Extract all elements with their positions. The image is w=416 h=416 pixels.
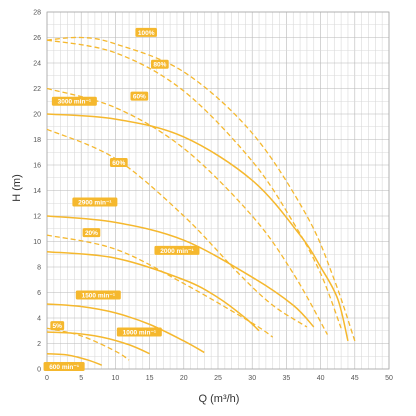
curve-label-tag: 20%	[82, 228, 101, 238]
curve-label-text: 1000 min⁻¹	[123, 329, 156, 336]
y-tick-label: 8	[37, 265, 41, 272]
y-axis-label: H (m)	[11, 174, 23, 202]
y-tick-label: 12	[33, 214, 41, 221]
curve-label-bg	[135, 27, 157, 37]
percent-curve	[46, 39, 342, 329]
y-tick-label: 0	[37, 367, 41, 374]
speed-curve	[46, 113, 349, 342]
percent-curve	[46, 87, 329, 335]
curve-label-text: 60%	[112, 160, 125, 167]
curve-label-tag: 100%	[135, 27, 157, 37]
curve-label-tag: 5%	[50, 321, 65, 331]
y-tick-label: 26	[33, 35, 41, 42]
y-tick-label: 20	[33, 112, 41, 119]
y-tick-label: 24	[33, 61, 41, 68]
curve-label-bg	[82, 228, 101, 238]
y-tick-label: 2	[37, 341, 41, 348]
speed-curve	[46, 215, 315, 328]
curve-label-tag: 60%	[130, 91, 149, 101]
x-tick-label: 45	[351, 375, 359, 382]
curve-label-bg	[43, 361, 85, 371]
y-tick-label: 22	[33, 86, 41, 93]
curve-label-bg	[151, 59, 169, 69]
speed-curve	[46, 352, 102, 366]
curve-label-tag: 1500 min⁻¹	[75, 290, 121, 300]
x-tick-label: 25	[214, 375, 222, 382]
y-tick-label: 10	[33, 239, 41, 246]
curve-label-tag: 2900 min⁻¹	[72, 197, 118, 207]
chart-grid	[46, 11, 390, 370]
curve-label-bg	[75, 290, 121, 300]
percent-curve	[46, 234, 274, 338]
plot-frame	[46, 11, 390, 370]
curve-label-tag: 2000 min⁻¹	[154, 245, 200, 255]
curve-label-tag: 3000 min⁻¹	[51, 96, 97, 106]
chart-tick-labels: 0 5 10 15 20 25 30 35 40 45 5002468101214161820222…	[33, 10, 393, 383]
curve-label-text: 5%	[53, 323, 63, 330]
curve-label-text: 600 min⁻¹	[49, 364, 79, 371]
x-tick-label: 30	[248, 375, 256, 382]
percent-curve	[46, 36, 356, 342]
curve-label-tag: 1000 min⁻¹	[116, 327, 162, 337]
y-tick-label: 28	[33, 10, 41, 17]
chart-curves	[46, 36, 356, 366]
curve-label-bg	[116, 327, 162, 337]
curve-label-bg	[51, 96, 97, 106]
curve-label-tag: 60%	[109, 157, 128, 167]
speed-curve	[46, 303, 205, 354]
curve-label-tag: 80%	[151, 59, 169, 69]
curve-label-bg	[130, 91, 149, 101]
x-tick-label: 5	[79, 375, 83, 382]
percent-curve	[46, 128, 308, 328]
speed-curve	[46, 250, 260, 332]
y-tick-label: 18	[33, 137, 41, 144]
curve-label-text: 2000 min⁻¹	[160, 248, 193, 255]
speed-curve	[46, 331, 150, 355]
x-tick-label: 40	[317, 375, 325, 382]
x-tick-label: 50	[385, 375, 393, 382]
curve-label-text: 3000 min⁻¹	[58, 99, 91, 106]
y-tick-label: 4	[37, 316, 41, 323]
x-tick-label: 15	[146, 375, 154, 382]
y-tick-label: 14	[33, 188, 41, 195]
x-tick-label: 10	[112, 375, 120, 382]
curve-label-bg	[50, 321, 65, 331]
percent-curve	[46, 327, 130, 361]
curve-label-text: 80%	[153, 62, 166, 69]
chart-curve-labels: 100% 80% 60% 3000 min⁻¹ 60% 2900 min⁻¹ 20% 2000…	[43, 27, 200, 371]
curve-label-bg	[154, 245, 200, 255]
x-axis-label: Q (m³/h)	[199, 393, 240, 405]
curve-label-tag: 600 min⁻¹	[43, 361, 85, 371]
curve-label-text: 2900 min⁻¹	[78, 199, 111, 206]
curve-label-text: 20%	[85, 230, 98, 237]
curve-label-text: 1500 min⁻¹	[82, 292, 115, 299]
y-tick-label: 16	[33, 163, 41, 170]
curve-label-bg	[72, 197, 118, 207]
curve-label-text: 60%	[133, 94, 146, 101]
x-tick-label: 0	[45, 375, 49, 382]
curve-label-text: 100%	[138, 30, 155, 37]
x-tick-label: 20	[180, 375, 188, 382]
x-tick-label: 35	[283, 375, 291, 382]
curve-label-bg	[109, 157, 128, 167]
y-tick-label: 6	[37, 290, 41, 297]
